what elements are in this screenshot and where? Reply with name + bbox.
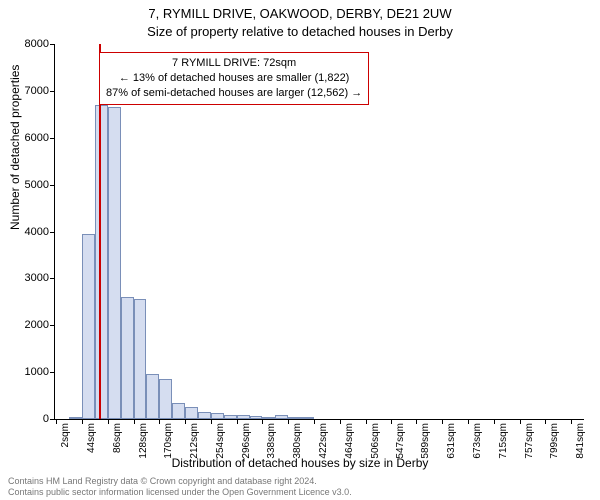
x-tick-mark [159, 419, 160, 424]
x-tick-mark [391, 419, 392, 424]
histogram-bar [237, 415, 250, 419]
y-tick-mark [50, 138, 55, 139]
histogram-bar [198, 412, 211, 419]
y-tick-mark [50, 372, 55, 373]
y-tick-label: 8000 [9, 38, 55, 50]
x-tick-mark [468, 419, 469, 424]
x-tick-mark [545, 419, 546, 424]
footer-line-1: Contains HM Land Registry data © Crown c… [8, 476, 352, 487]
annotation-line-3: 87% of semi-detached houses are larger (… [106, 86, 362, 101]
y-tick-label: 1000 [9, 366, 55, 378]
histogram-bar [211, 413, 224, 419]
x-tick-mark [340, 419, 341, 424]
histogram-bar [121, 297, 134, 419]
histogram-bar [172, 403, 185, 419]
histogram-bar [275, 415, 288, 419]
histogram-bar [224, 415, 237, 419]
y-tick-mark [50, 44, 55, 45]
y-tick-mark [50, 232, 55, 233]
x-axis-label: Distribution of detached houses by size … [0, 456, 600, 470]
chart-title-sub: Size of property relative to detached ho… [0, 24, 600, 39]
y-tick-label: 7000 [9, 85, 55, 97]
histogram-bar [95, 105, 108, 419]
x-tick-mark [211, 419, 212, 424]
chart-container: 7, RYMILL DRIVE, OAKWOOD, DERBY, DE21 2U… [0, 0, 600, 500]
footer-line-2: Contains public sector information licen… [8, 487, 352, 498]
histogram-bar [134, 299, 147, 419]
x-tick-mark [494, 419, 495, 424]
x-tick-mark [314, 419, 315, 424]
footer-attribution: Contains HM Land Registry data © Crown c… [8, 476, 352, 498]
histogram-bar [108, 107, 121, 419]
histogram-bar [146, 374, 159, 419]
x-tick-mark [366, 419, 367, 424]
annotation-line-1: 7 RYMILL DRIVE: 72sqm [106, 56, 362, 71]
x-tick-mark [237, 419, 238, 424]
x-tick-mark [262, 419, 263, 424]
histogram-bar [250, 416, 263, 419]
x-tick-mark [288, 419, 289, 424]
y-tick-mark [50, 325, 55, 326]
y-tick-mark [50, 91, 55, 92]
x-tick-mark [56, 419, 57, 424]
histogram-bar [69, 417, 82, 419]
x-tick-mark [416, 419, 417, 424]
histogram-bar [159, 379, 172, 419]
annotation-box: 7 RYMILL DRIVE: 72sqm← 13% of detached h… [99, 52, 369, 105]
y-tick-label: 5000 [9, 179, 55, 191]
x-tick-mark [520, 419, 521, 424]
x-tick-mark [108, 419, 109, 424]
y-tick-label: 2000 [9, 319, 55, 331]
histogram-bar [82, 234, 95, 419]
y-tick-mark [50, 419, 55, 420]
plot-area: 0100020003000400050006000700080002sqm44s… [54, 44, 584, 420]
y-tick-label: 3000 [9, 272, 55, 284]
y-tick-label: 4000 [9, 226, 55, 238]
y-tick-mark [50, 185, 55, 186]
histogram-bar [262, 417, 275, 419]
x-tick-mark [134, 419, 135, 424]
x-tick-mark [442, 419, 443, 424]
x-tick-mark [571, 419, 572, 424]
histogram-bar [301, 417, 314, 419]
x-tick-mark [185, 419, 186, 424]
annotation-line-2: ← 13% of detached houses are smaller (1,… [106, 71, 362, 86]
histogram-bar [288, 417, 301, 419]
y-tick-label: 0 [9, 413, 55, 425]
histogram-bar [185, 407, 198, 419]
chart-title-main: 7, RYMILL DRIVE, OAKWOOD, DERBY, DE21 2U… [0, 6, 600, 21]
y-tick-label: 6000 [9, 132, 55, 144]
x-tick-mark [82, 419, 83, 424]
y-tick-mark [50, 278, 55, 279]
